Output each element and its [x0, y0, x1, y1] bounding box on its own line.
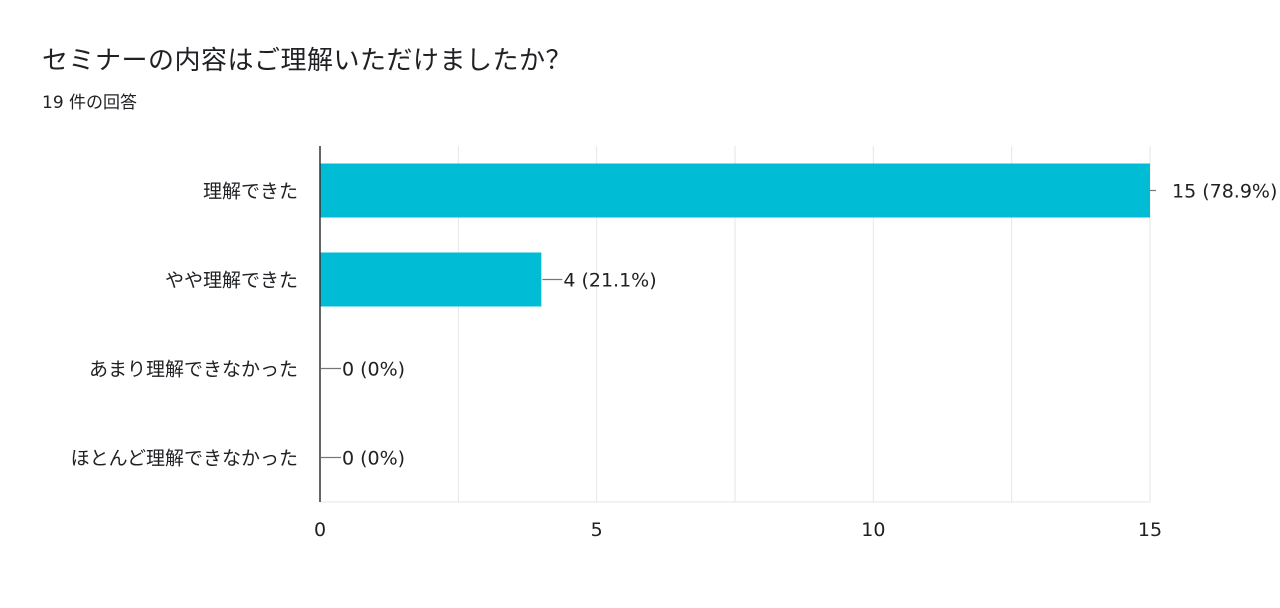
data-label: 15 (78.9%): [1172, 181, 1277, 203]
category-label: 理解できた: [203, 181, 298, 203]
category-label: ほとんど理解できなかった: [71, 448, 298, 470]
bar: [320, 252, 542, 307]
chart-title: セミナーの内容はご理解いただけましたか？: [42, 46, 573, 76]
bars: [320, 163, 1150, 307]
x-tick-label: 5: [591, 519, 603, 541]
data-label: 4 (21.1%): [563, 270, 656, 292]
bar: [320, 163, 1150, 218]
category-label: あまり理解できなかった: [89, 359, 298, 381]
response-count: 19 件の回答: [42, 93, 138, 113]
x-tick-label: 15: [1138, 519, 1162, 541]
category-label: やや理解できた: [165, 270, 298, 292]
axes: 0 5 10 15: [314, 146, 1162, 541]
x-tick-label: 0: [314, 519, 326, 541]
data-label: 0 (0%): [342, 359, 405, 381]
data-label: 0 (0%): [342, 448, 405, 470]
labels: 理解できた 15 (78.9%) やや理解できた 4 (21.1%) あまり理解できなか…: [71, 181, 1278, 470]
x-tick-label: 10: [861, 519, 885, 541]
